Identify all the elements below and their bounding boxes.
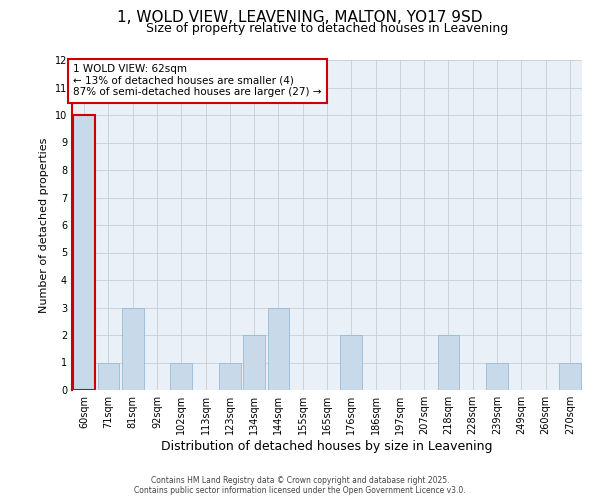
Bar	[340, 335, 362, 390]
Bar	[559, 362, 581, 390]
Bar	[97, 362, 119, 390]
Y-axis label: Number of detached properties: Number of detached properties	[39, 138, 49, 312]
Text: 1 WOLD VIEW: 62sqm
← 13% of detached houses are smaller (4)
87% of semi-detached: 1 WOLD VIEW: 62sqm ← 13% of detached hou…	[73, 64, 322, 98]
Title: Size of property relative to detached houses in Leavening: Size of property relative to detached ho…	[146, 22, 508, 35]
Text: 1, WOLD VIEW, LEAVENING, MALTON, YO17 9SD: 1, WOLD VIEW, LEAVENING, MALTON, YO17 9S…	[117, 10, 483, 25]
Bar	[122, 308, 143, 390]
Text: Contains HM Land Registry data © Crown copyright and database right 2025.
Contai: Contains HM Land Registry data © Crown c…	[134, 476, 466, 495]
Bar	[437, 335, 460, 390]
Bar	[73, 115, 95, 390]
X-axis label: Distribution of detached houses by size in Leavening: Distribution of detached houses by size …	[161, 440, 493, 453]
Bar	[243, 335, 265, 390]
Bar	[170, 362, 192, 390]
Bar	[219, 362, 241, 390]
Bar	[268, 308, 289, 390]
Bar	[486, 362, 508, 390]
